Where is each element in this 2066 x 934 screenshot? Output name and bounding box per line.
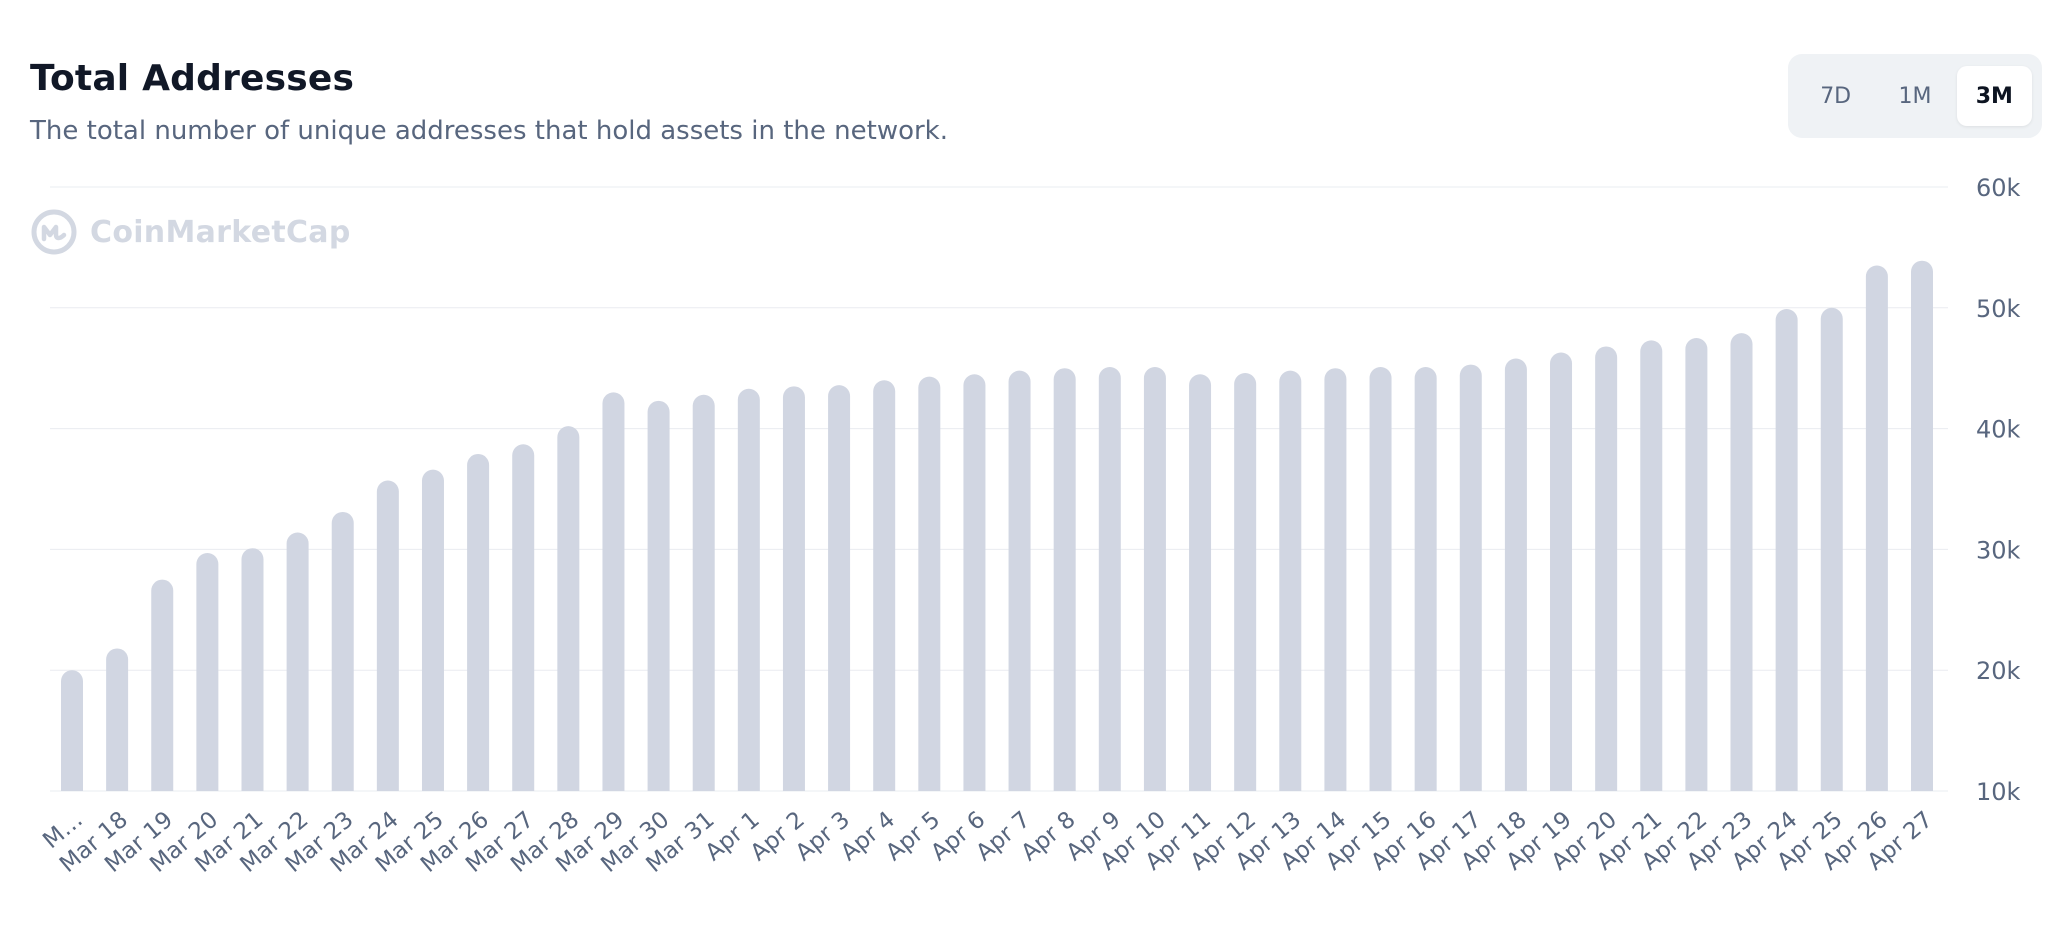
watermark: CoinMarketCap (30, 208, 351, 256)
bar (918, 376, 941, 791)
bar (331, 511, 354, 791)
chart-subtitle: The total number of unique addresses tha… (30, 116, 948, 146)
bar (1053, 368, 1076, 791)
bar (421, 469, 444, 791)
bar (196, 553, 219, 791)
bar (1369, 366, 1392, 791)
bar (1143, 366, 1166, 791)
bar (1234, 373, 1257, 791)
y-tick-label: 60k (1976, 174, 2021, 202)
bar (467, 453, 490, 791)
bar (782, 386, 805, 791)
bar (1098, 366, 1121, 791)
bar (1279, 370, 1302, 791)
y-tick-label: 30k (1976, 536, 2021, 564)
bar (1189, 374, 1212, 791)
bar (1595, 346, 1618, 791)
bar (1730, 333, 1753, 791)
bar (692, 394, 715, 791)
bar (1008, 370, 1031, 791)
bar (151, 579, 174, 791)
bar (61, 670, 83, 791)
bar (106, 648, 129, 791)
coinmarketcap-logo-icon (31, 209, 77, 255)
chart-title: Total Addresses (30, 58, 355, 99)
bar (1865, 265, 1888, 791)
bar (1911, 260, 1933, 791)
bar (286, 532, 309, 791)
bar (1685, 338, 1708, 791)
range-7d-button[interactable]: 7D (1798, 66, 1873, 126)
y-tick-label: 20k (1976, 657, 2021, 685)
y-tick-label: 50k (1976, 295, 2021, 323)
bar (1820, 307, 1843, 791)
bar (1550, 352, 1573, 791)
bar (1775, 309, 1798, 791)
y-tick-label: 10k (1976, 778, 2021, 806)
bar (873, 380, 896, 791)
bar (1459, 364, 1482, 791)
bar (1414, 366, 1437, 791)
y-tick-label: 40k (1976, 416, 2021, 444)
bar (376, 480, 399, 791)
time-range-selector: 7D 1M 3M (1788, 54, 2042, 138)
bar (737, 388, 760, 791)
bar (602, 392, 625, 791)
bar (1504, 358, 1527, 791)
watermark-text: CoinMarketCap (90, 214, 351, 250)
range-1m-button[interactable]: 1M (1877, 66, 1952, 126)
bar (1324, 368, 1347, 791)
bar (963, 374, 986, 791)
bar (828, 385, 851, 791)
range-3m-button[interactable]: 3M (1956, 66, 2032, 126)
bar (512, 444, 535, 791)
bar (1640, 340, 1663, 791)
bar (647, 400, 670, 791)
bar (557, 426, 580, 791)
bar (241, 548, 264, 791)
